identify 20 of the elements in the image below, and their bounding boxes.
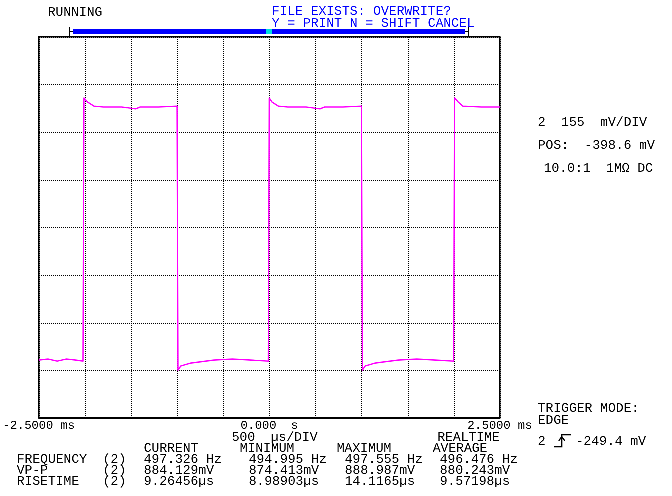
text: 9.26456µs [144,474,214,489]
text: 500 µs/DIV [232,430,318,445]
x-tick-label: 0.000 s [240,419,298,433]
text: TRIGGER MODE: [538,401,640,416]
text: 10.0:1 1MΩ DC [544,161,654,176]
text: POS: -398.6 mV [538,138,656,153]
text: 2 [538,434,546,449]
text: FREQUENCY [17,452,88,467]
text: Y = PRINT N = SHIFT CANCEL [272,16,475,31]
text: RISETIME [17,474,80,489]
text: 8.98903µs [249,474,320,489]
text: 14.1165µs [345,474,416,489]
x-tick-label: 2.5000 ms [468,419,532,433]
text: EDGE [538,413,570,428]
text: 2 155 mV/DIV [538,115,648,130]
text: RUNNING [48,5,103,20]
x-tick-label: -2.5000 ms [3,419,76,433]
text: -249.4 mV [576,434,646,449]
text: 9.57198µs [440,474,510,489]
text: FILE EXISTS: OVERWRITE? [272,4,452,19]
